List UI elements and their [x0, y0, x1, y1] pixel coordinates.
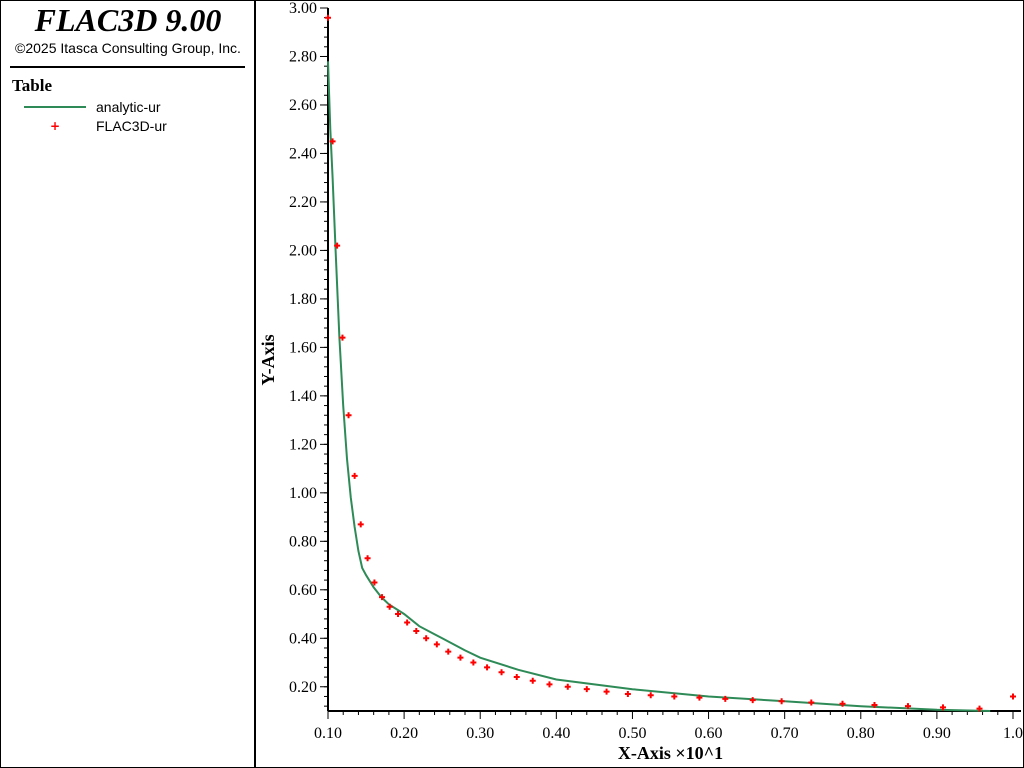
x-tick-label: 1.0 [1003, 725, 1023, 742]
legend-label-flac3d-ur: FLAC3D-ur [96, 118, 167, 134]
data-point-flac3d-ur [484, 664, 491, 671]
y-tick-label: 2.80 [289, 48, 317, 65]
data-point-flac3d-ur [498, 669, 505, 676]
data-point-flac3d-ur [513, 674, 520, 681]
y-tick-label: 1.20 [289, 436, 317, 453]
data-point-flac3d-ur [778, 698, 785, 705]
data-point-flac3d-ur [808, 699, 815, 706]
data-point-flac3d-ur [529, 677, 536, 684]
data-point-flac3d-ur [722, 695, 729, 702]
y-tick-label: 0.80 [289, 533, 317, 550]
data-point-flac3d-ur [325, 14, 331, 21]
data-point-flac3d-ur [379, 594, 386, 601]
data-point-flac3d-ur [624, 691, 631, 698]
x-axis-label: X-Axis ×10^1 [618, 743, 723, 763]
y-tick-label: 1.40 [289, 388, 317, 405]
series-line-analytic-ur [327, 61, 991, 712]
legend-label-analytic-ur: analytic-ur [96, 99, 161, 115]
data-point-flac3d-ur [413, 628, 420, 635]
data-point-flac3d-ur [404, 619, 411, 626]
data-point-flac3d-ur [749, 697, 756, 704]
x-tick-label: 0.90 [923, 725, 951, 742]
y-tick-label: 3.00 [289, 0, 317, 17]
legend-title: Table [12, 76, 53, 95]
legend-marker-plus: + [49, 119, 61, 133]
y-tick-label: 2.20 [289, 194, 317, 211]
y-tick-label: 0.60 [289, 582, 317, 599]
y-tick-label: 1.80 [289, 291, 317, 308]
data-point-flac3d-ur [445, 648, 452, 655]
data-point-flac3d-ur [603, 688, 610, 695]
x-tick-label: 0.30 [466, 725, 494, 742]
data-point-flac3d-ur [371, 579, 378, 586]
x-tick-label: 0.50 [618, 725, 646, 742]
data-point-flac3d-ur [357, 521, 364, 528]
data-point-flac3d-ur [423, 635, 430, 642]
y-axis-label: Y-Axis [258, 334, 278, 385]
x-tick-label: 0.40 [542, 725, 570, 742]
data-point-flac3d-ur [671, 693, 678, 700]
data-point-flac3d-ur [433, 641, 440, 648]
data-point-flac3d-ur [546, 681, 553, 688]
data-point-flac3d-ur [386, 603, 393, 610]
data-point-flac3d-ur [329, 138, 336, 145]
data-point-flac3d-ur [976, 705, 983, 712]
data-point-flac3d-ur [696, 694, 703, 701]
data-point-flac3d-ur [351, 472, 358, 479]
data-point-flac3d-ur [395, 611, 402, 618]
data-point-flac3d-ur [345, 412, 352, 419]
data-point-flac3d-ur [839, 700, 846, 707]
data-point-flac3d-ur [871, 701, 878, 708]
x-tick-label: 0.20 [390, 725, 418, 742]
data-point-flac3d-ur [339, 334, 346, 341]
data-point-flac3d-ur [904, 703, 911, 710]
divider [10, 66, 245, 68]
legend-item-flac3d-ur: + FLAC3D-ur [24, 117, 167, 135]
y-tick-label: 0.20 [289, 679, 317, 696]
data-point-flac3d-ur [939, 704, 946, 711]
y-tick-label: 0.40 [289, 630, 317, 647]
y-tick-label: 1.00 [289, 485, 317, 502]
data-point-flac3d-ur [1010, 693, 1016, 700]
data-point-flac3d-ur [364, 555, 371, 562]
y-tick-label: 2.60 [289, 97, 317, 114]
x-tick-label: 0.10 [314, 725, 342, 742]
data-point-flac3d-ur [564, 683, 571, 690]
data-point-flac3d-ur [470, 659, 477, 666]
legend-item-analytic-ur: analytic-ur [24, 98, 161, 116]
legend-panel: FLAC3D 9.00 ©2025 Itasca Consulting Grou… [0, 0, 256, 768]
x-tick-label: 0.70 [771, 725, 799, 742]
data-point-flac3d-ur [457, 654, 464, 661]
y-tick-label: 1.60 [289, 339, 317, 356]
x-tick-label: 0.80 [847, 725, 875, 742]
copyright-text: ©2025 Itasca Consulting Group, Inc. [15, 40, 241, 56]
app-title: FLAC3D 9.00 [34, 2, 222, 38]
y-tick-label: 2.00 [289, 242, 317, 259]
chart-area: 0.10 0.20 0.30 0.40 0.50 0.60 0.70 0.80 0.90 1.00… [258, 0, 1023, 763]
y-tick-label: 2.40 [289, 145, 317, 162]
data-point-flac3d-ur [647, 692, 654, 699]
data-point-flac3d-ur [334, 242, 341, 249]
data-point-flac3d-ur [583, 686, 590, 693]
x-tick-label: 0.60 [695, 725, 723, 742]
legend-line-swatch [24, 106, 86, 108]
